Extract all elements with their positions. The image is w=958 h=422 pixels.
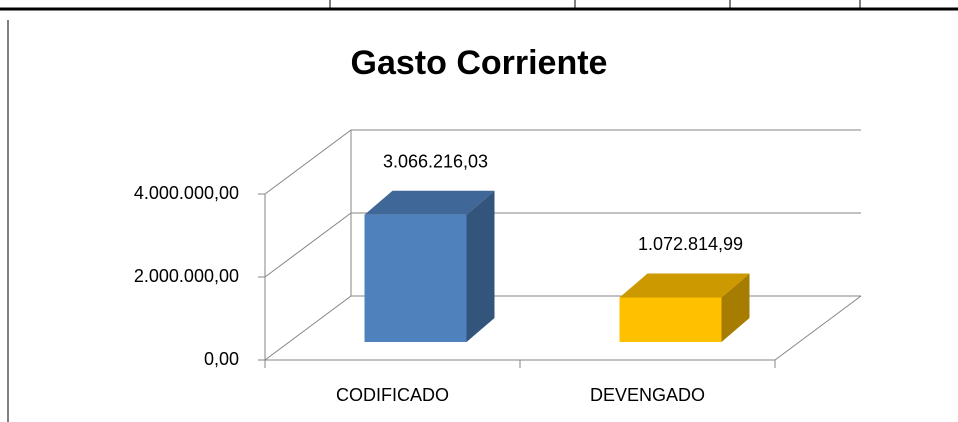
bar-front — [619, 297, 722, 342]
x-tick-label: DEVENGADO — [590, 385, 705, 405]
grid-line — [264, 212, 861, 278]
bar-top — [364, 190, 495, 215]
bar — [619, 273, 750, 342]
grid-line — [264, 129, 861, 195]
bar-side — [466, 190, 495, 342]
bar-top — [619, 273, 750, 298]
floor-edge — [774, 295, 862, 361]
bar-front — [364, 214, 467, 342]
x-tick-label: CODIFICADO — [336, 385, 449, 405]
bar — [364, 190, 495, 342]
data-label: 3.066.216,03 — [383, 152, 488, 172]
chart-title: Gasto Corriente — [351, 44, 608, 82]
data-label: 1.072.814,99 — [638, 234, 743, 254]
y-tick-label: 4.000.000,00 — [134, 183, 239, 203]
y-tick-label: 2.000.000,00 — [134, 266, 239, 286]
y-tick-label: 0,00 — [204, 349, 239, 369]
bar-side — [721, 273, 750, 342]
